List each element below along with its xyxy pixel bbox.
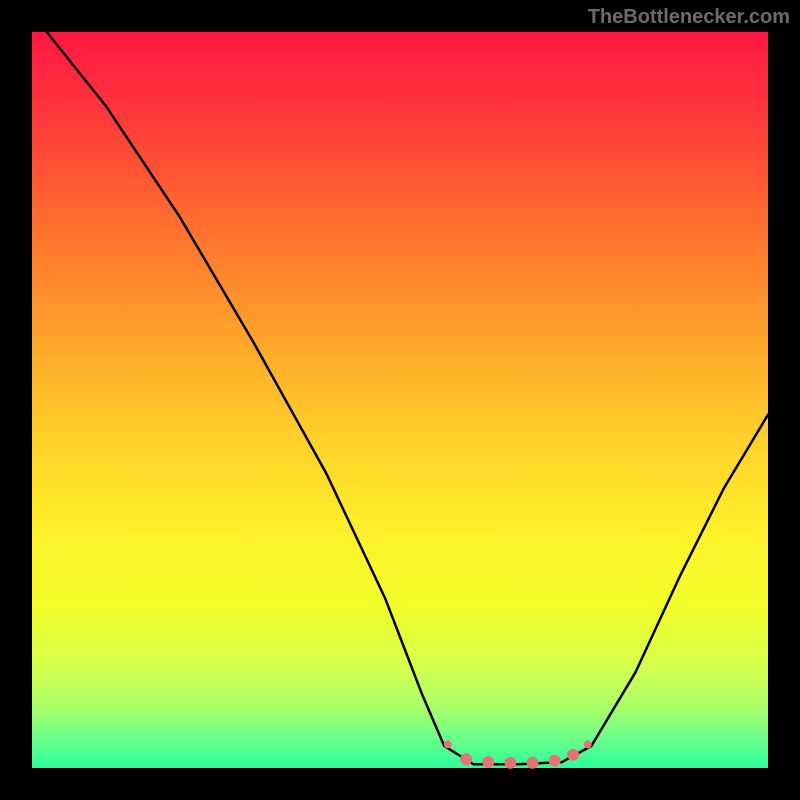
curve-marker [584, 740, 592, 748]
curve-marker [567, 749, 579, 761]
curve-marker [549, 755, 561, 767]
plot-area [32, 32, 768, 768]
watermark-text: TheBottlenecker.com [588, 6, 790, 29]
chart-container: TheBottlenecker.com [0, 0, 800, 800]
curve-marker [504, 757, 516, 769]
curve-marker [482, 756, 494, 768]
curve-marker [444, 740, 452, 748]
bottleneck-chart [0, 0, 800, 800]
curve-marker [527, 757, 539, 769]
curve-marker [460, 753, 472, 765]
